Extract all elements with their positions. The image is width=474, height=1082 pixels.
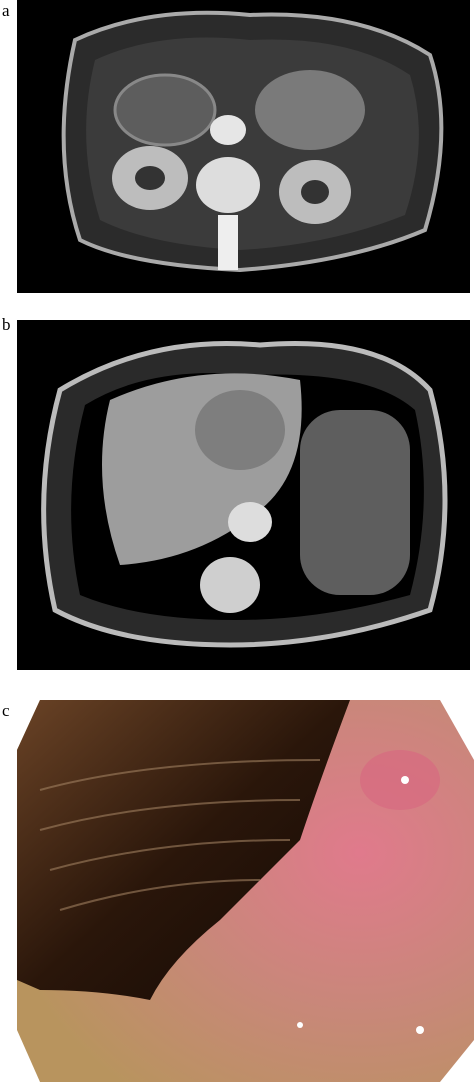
panel-label: c <box>2 701 10 720</box>
endoscopy-image <box>17 700 474 1082</box>
panel-a: a <box>2 0 470 293</box>
panel-label: b <box>2 315 11 334</box>
panel-c: c <box>2 700 474 1082</box>
panel-b: b <box>2 315 470 670</box>
panel-label: a <box>2 1 10 20</box>
